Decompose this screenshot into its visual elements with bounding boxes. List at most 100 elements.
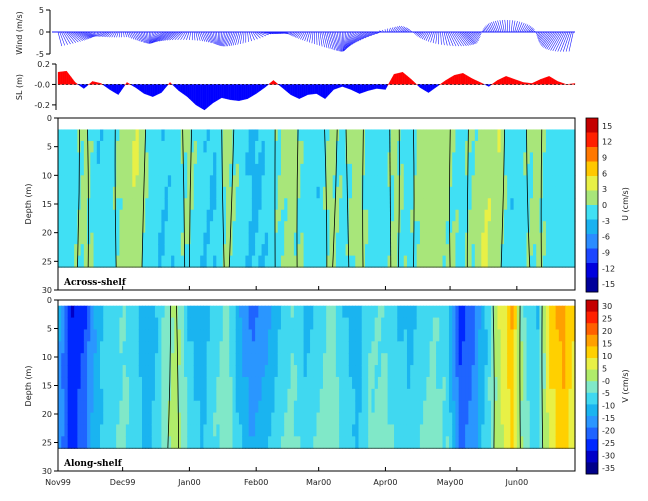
across-shelf-cell [348, 175, 353, 188]
across-shelf-cell [229, 198, 234, 211]
along-shelf-cell [429, 353, 434, 366]
along-shelf-cell [174, 341, 179, 354]
sea-level-segment [387, 81, 390, 87]
along-shelf-cell [387, 329, 392, 342]
along-shelf-cell [442, 424, 447, 437]
along-shelf-cell [251, 412, 256, 426]
across-shelf-cell [167, 163, 172, 176]
along-shelf-cell [167, 436, 172, 449]
along-shelf-cell [364, 436, 369, 449]
across-shelf-cell [549, 152, 553, 165]
along-shelf-cell [555, 329, 560, 342]
across-shelf-cell [313, 163, 318, 176]
across-shelf-cell [436, 163, 440, 176]
across-shelf-cell [125, 129, 130, 142]
along-shelf-cell [326, 400, 331, 414]
along-shelf-cell [287, 305, 292, 319]
along-shelf-cell [151, 317, 156, 331]
across-shelf-cell [261, 163, 266, 176]
along-shelf-cell [532, 329, 537, 342]
across-shelf-cell [494, 186, 499, 199]
along-shelf-cell [562, 341, 566, 354]
along-shelf-cell [568, 424, 573, 437]
along-shelf-cell [406, 317, 411, 331]
sea-level-segment [544, 76, 548, 85]
across-shelf-cell [562, 244, 566, 257]
along-shelf-cell [145, 317, 150, 331]
along-shelf-cell [555, 424, 560, 437]
across-shelf-cell [100, 152, 104, 165]
sea-level-segment [275, 81, 278, 85]
across-shelf-cell [238, 186, 243, 199]
across-shelf-cell [238, 232, 243, 245]
along-shelf-cell [206, 412, 211, 426]
along-shelf-cell [568, 353, 573, 366]
across-shelf-cell [293, 244, 298, 257]
along-shelf-cell [116, 376, 120, 390]
across-shelf-cell [387, 221, 392, 234]
along-shelf-cell [164, 388, 169, 402]
across-shelf-cell [565, 140, 570, 153]
along-shelf-cell [106, 424, 111, 437]
across-shelf-cell [381, 255, 385, 268]
across-shelf-cell [494, 221, 499, 234]
along-shelf-cell [313, 305, 318, 319]
along-shelf-cell [445, 353, 450, 366]
across-shelf-cell [184, 140, 188, 153]
along-shelf-cell [132, 365, 137, 378]
across-shelf-cell [258, 140, 263, 153]
across-shelf-cell [238, 255, 243, 268]
along-shelf-cell [387, 388, 392, 402]
along-shelf-cell [442, 317, 447, 331]
along-shelf-cell [429, 305, 434, 319]
across-shelf-cell [448, 221, 453, 234]
along-shelf-cell [562, 353, 566, 366]
across-shelf-cell [255, 244, 259, 257]
sea-level-segment [540, 78, 543, 85]
along-shelf-cell [135, 376, 140, 390]
along-shelf-cell [190, 388, 195, 402]
across-shelf-cell [151, 163, 156, 176]
along-shelf-cell [448, 341, 453, 354]
along-shelf-cell [74, 341, 78, 354]
across-shelf-cell [549, 129, 553, 142]
across-shelf-cell [322, 198, 327, 211]
across-shelf-cell [132, 209, 137, 222]
along-shelf-cell [106, 436, 111, 449]
along-shelf-cell [268, 376, 272, 390]
across-shelf-cell [510, 186, 515, 199]
along-shelf-cell [403, 305, 408, 319]
along-shelf-cell [565, 365, 570, 378]
along-shelf-cell [274, 317, 279, 331]
across-shelf-cell [555, 221, 560, 234]
across-shelf-cell [222, 140, 227, 153]
along-shelf-cell [77, 412, 82, 426]
along-shelf-cell [203, 305, 208, 319]
wind-stick [464, 31, 476, 45]
along-shelf-cell [142, 412, 146, 426]
along-shelf-cell [109, 376, 114, 390]
along-shelf-cell [264, 424, 269, 437]
across-shelf-cell [287, 244, 292, 257]
along-shelf-cell [503, 388, 508, 402]
along-shelf-cell [471, 329, 476, 342]
along-shelf-cell [436, 353, 440, 366]
across-shelf-cell [507, 175, 511, 188]
sea-level-segment [113, 84, 117, 94]
across-shelf-cell [116, 186, 120, 199]
across-shelf-cell [439, 163, 444, 176]
across-shelf-cell [235, 209, 240, 222]
across-shelf-cell [184, 129, 188, 142]
wind-stick [528, 27, 533, 33]
along-shelf-cell [235, 436, 240, 449]
across-shelf-cell [232, 198, 237, 211]
along-shelf-cell [67, 388, 72, 402]
sea-level-segment [156, 84, 160, 95]
along-shelf-cell [67, 353, 72, 366]
along-shelf-cell [387, 365, 392, 378]
across-shelf-cell [148, 255, 153, 268]
across-shelf-cell [58, 244, 62, 257]
along-shelf-cell [529, 412, 534, 426]
across-shelf-cell [313, 209, 318, 222]
across-shelf-cell [406, 221, 411, 234]
